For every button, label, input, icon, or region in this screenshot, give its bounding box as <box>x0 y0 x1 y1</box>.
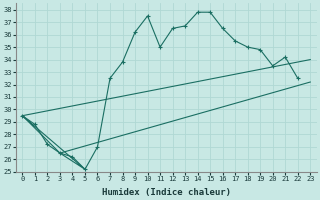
X-axis label: Humidex (Indice chaleur): Humidex (Indice chaleur) <box>102 188 231 197</box>
